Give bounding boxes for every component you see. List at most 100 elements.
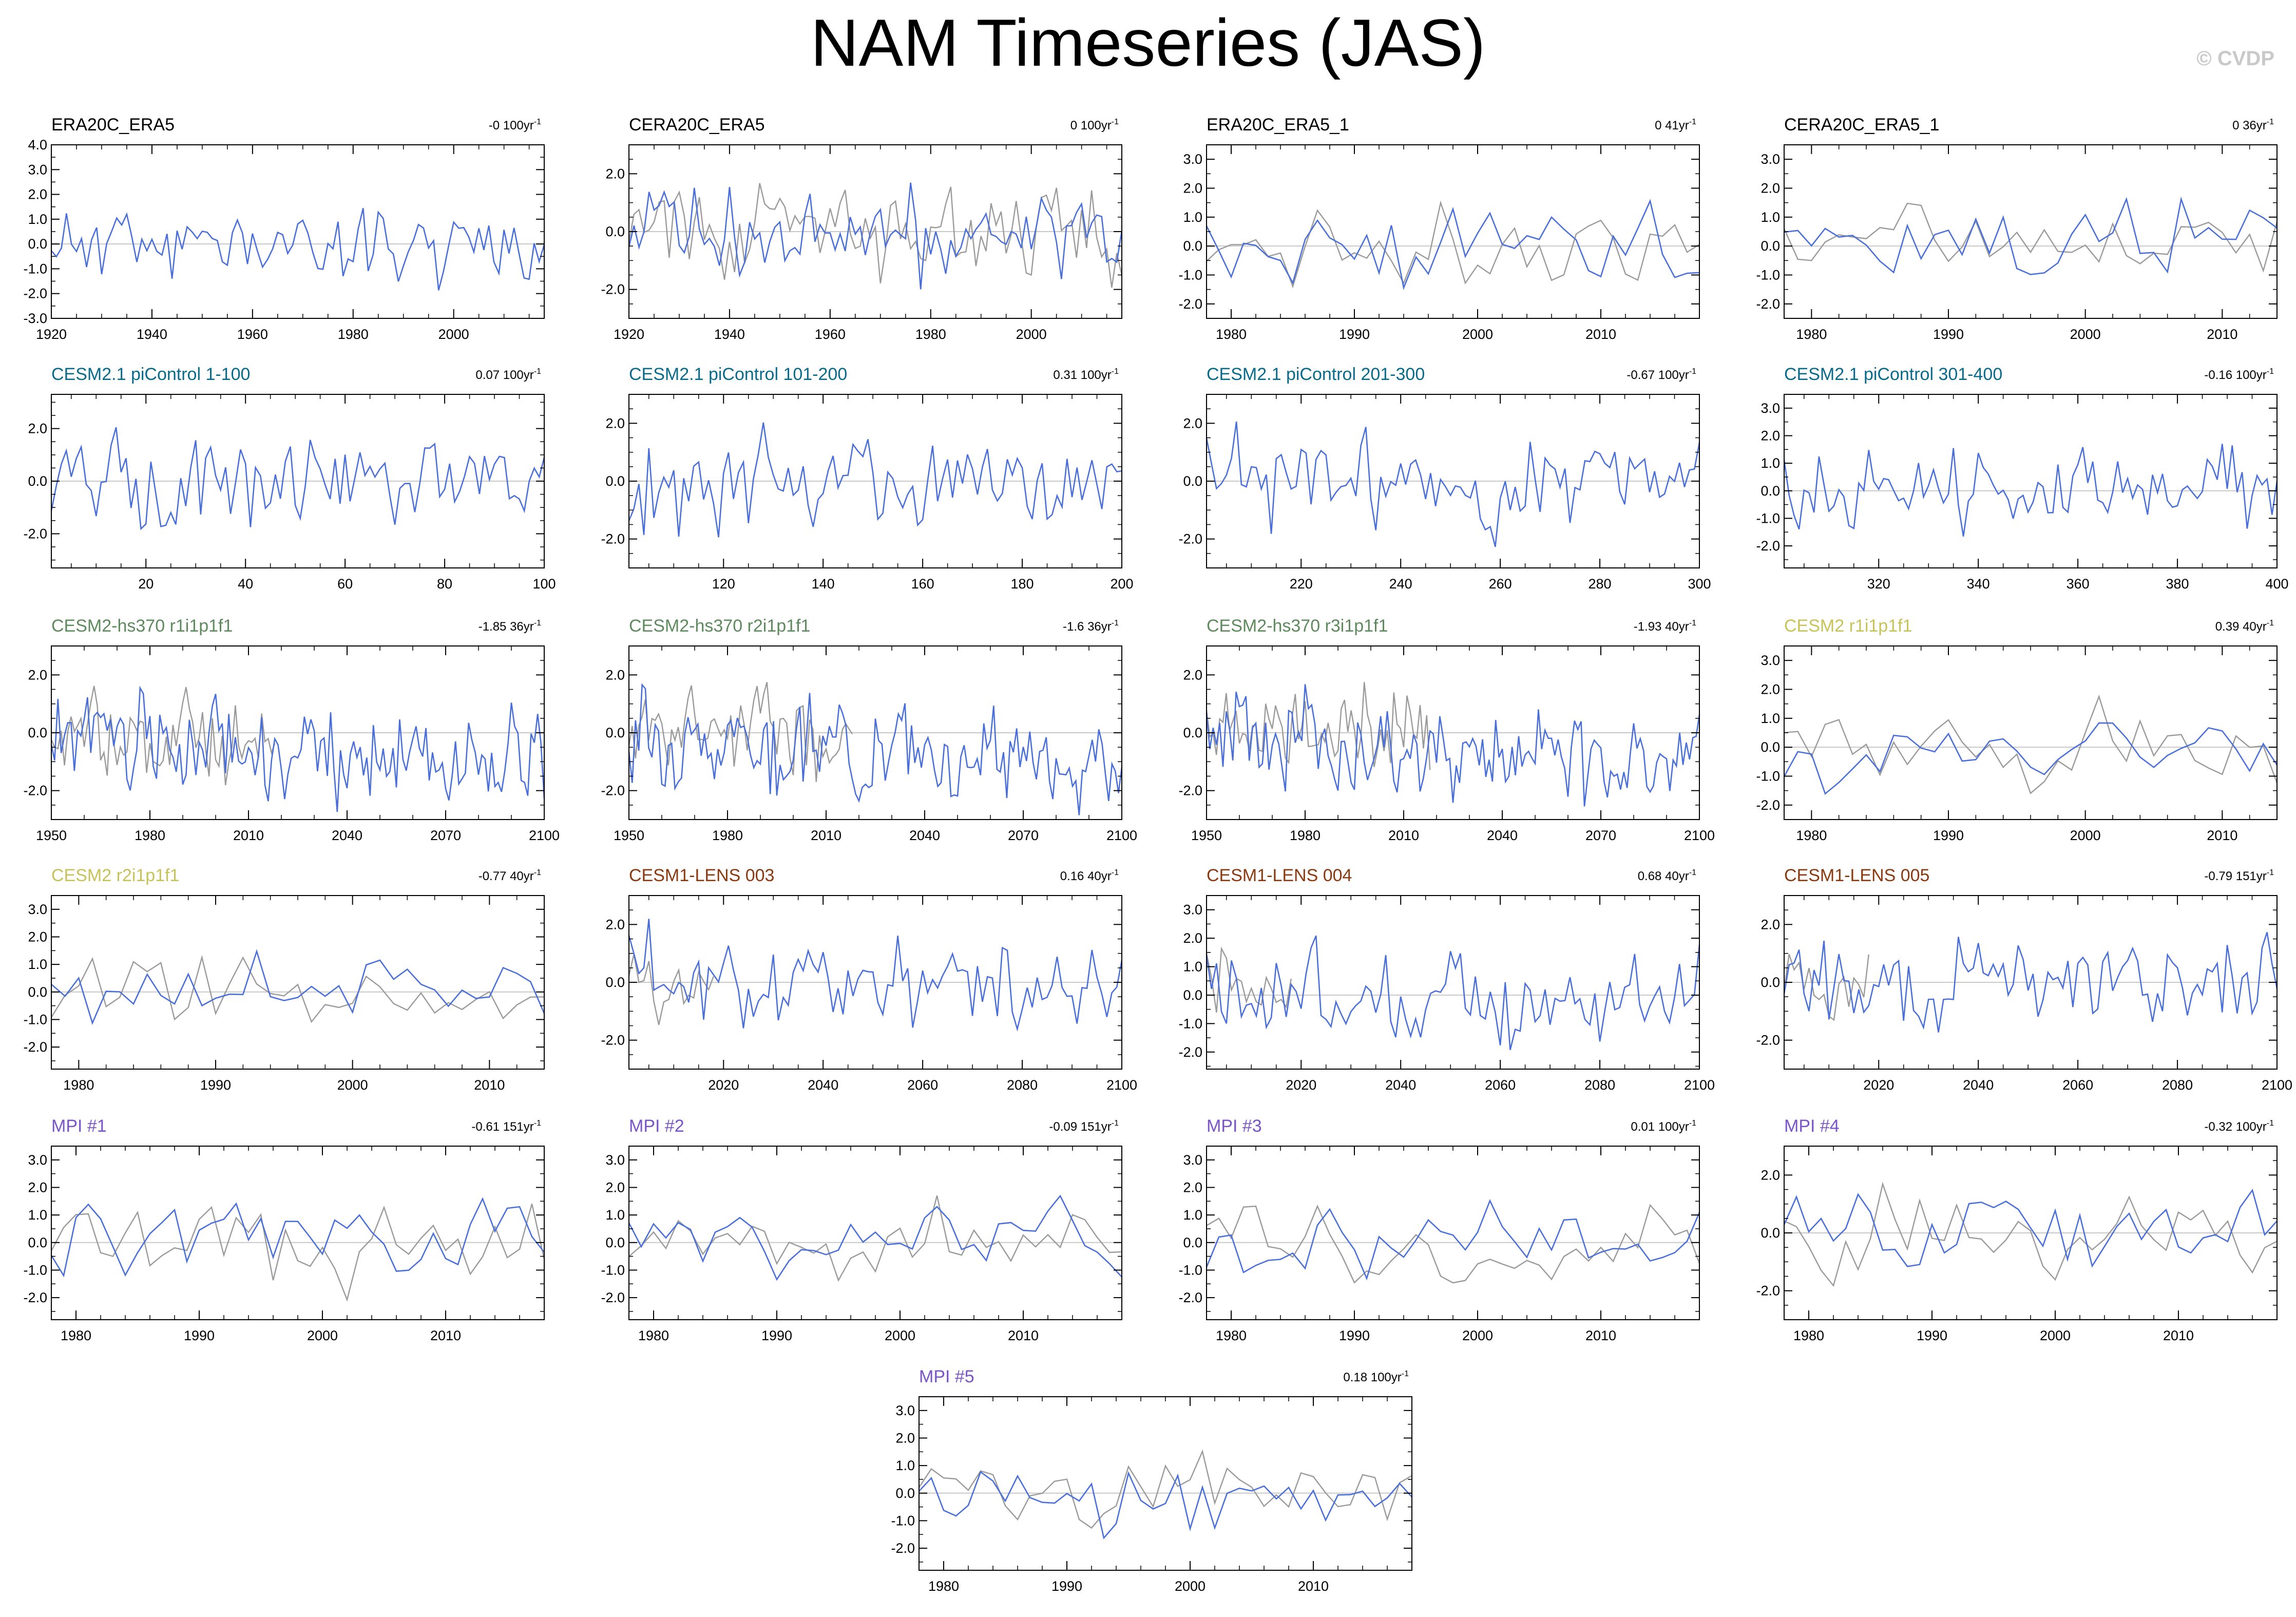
x-tick-label: 140 — [812, 576, 835, 592]
x-tick-label: 40 — [238, 576, 253, 592]
y-tick-label: 0.0 — [1761, 975, 1780, 990]
model-series-line — [628, 182, 1123, 290]
y-tick-label: 3.0 — [1183, 902, 1202, 918]
panel-title: ERA20C_ERA5 — [51, 115, 175, 135]
panel-7: CESM2.1 piControl 201-300 -0.67 100yr-1 22… — [1178, 365, 1711, 592]
panel-21: MPI #5 0.18 100yr-1 1980 1990 2000 2010 -2.0 -1… — [891, 1367, 1412, 1594]
x-tick-label: 280 — [1589, 576, 1612, 592]
trend-label: -0.77 40yr-1 — [479, 868, 541, 883]
y-tick-label: -2.0 — [1756, 1283, 1780, 1299]
y-tick-label: -2.0 — [23, 286, 47, 301]
model-series-line — [628, 683, 1123, 815]
y-tick-label: 2.0 — [605, 917, 625, 932]
y-tick-label: -2.0 — [1756, 797, 1780, 813]
trend-label: 0.18 100yr-1 — [1343, 1369, 1409, 1384]
x-tick-label: 320 — [1867, 576, 1890, 592]
panel-frame — [919, 1396, 1412, 1571]
trend-label: -0.32 100yr-1 — [2204, 1119, 2274, 1134]
x-tick-label: 1980 — [928, 1578, 959, 1594]
x-tick-label: 2100 — [1106, 828, 1137, 843]
y-tick-label: -2.0 — [1178, 1290, 1202, 1305]
panel-18: MPI #2 -0.09 151yr-1 1980 1990 2000 2010 -2.0 -… — [601, 1116, 1122, 1343]
y-tick-label: 0.0 — [605, 224, 625, 239]
y-tick-label: 0.0 — [28, 984, 47, 1000]
x-tick-label: 2070 — [1585, 828, 1616, 843]
x-tick-label: 1980 — [915, 327, 946, 342]
y-tick-label: 0.0 — [28, 725, 47, 740]
panel-title: CESM2-hs370 r1i1p1f1 — [51, 616, 233, 636]
observation-series-line — [50, 1204, 545, 1302]
panel-11: CESM2-hs370 r3i1p1f1 -1.93 40yr-1 1950 1980… — [1178, 616, 1715, 843]
x-tick-label: 2000 — [307, 1328, 338, 1343]
panel-title: MPI #2 — [629, 1116, 684, 1136]
x-tick-label: 2040 — [1487, 828, 1518, 843]
trend-label: -1.93 40yr-1 — [1634, 619, 1696, 634]
x-tick-label: 380 — [2166, 576, 2189, 592]
panel-title: CESM2.1 piControl 201-300 — [1207, 365, 1425, 384]
y-tick-label: 2.0 — [28, 929, 47, 944]
panel-6: CESM2.1 piControl 101-200 0.31 100yr-1 120… — [601, 365, 1133, 592]
x-tick-label: 2040 — [332, 828, 362, 843]
y-tick-label: -2.0 — [601, 1290, 625, 1305]
panel-title: CESM2-hs370 r2i1p1f1 — [629, 616, 810, 636]
panel-frame — [1784, 394, 2278, 568]
y-tick-label: -2.0 — [23, 1290, 47, 1305]
x-tick-label: 1920 — [36, 327, 67, 342]
y-tick-label: -2.0 — [1178, 783, 1202, 798]
trend-label: -0.16 100yr-1 — [2204, 367, 2274, 382]
y-tick-label: 2.0 — [605, 1180, 625, 1195]
y-tick-label: 2.0 — [1183, 667, 1202, 682]
x-tick-label: 20 — [138, 576, 154, 592]
panel-title: MPI #1 — [51, 1116, 107, 1136]
x-tick-label: 1990 — [1917, 1328, 1947, 1343]
y-tick-label: -1.0 — [1178, 268, 1202, 283]
y-tick-label: 2.0 — [1183, 181, 1202, 196]
page-title: NAM Timeseries (JAS) — [810, 5, 1486, 80]
panel-4: CERA20C_ERA5_1 0 36yr-1 1980 1990 2000 2010 -2… — [1756, 115, 2278, 342]
x-tick-label: 1990 — [761, 1328, 792, 1343]
y-tick-label: 3.0 — [605, 1152, 625, 1168]
x-tick-label: 1960 — [237, 327, 268, 342]
panel-frame — [1206, 144, 1700, 319]
y-tick-label: 3.0 — [895, 1403, 915, 1418]
panel-19: MPI #3 0.01 100yr-1 1980 1990 2000 2010 -2.0 -1… — [1178, 1116, 1700, 1343]
x-tick-label: 2010 — [1585, 327, 1616, 342]
x-tick-label: 60 — [337, 576, 353, 592]
observation-series-line — [1784, 694, 2278, 794]
y-tick-label: -1.0 — [1178, 1016, 1202, 1031]
y-tick-label: 3.0 — [28, 162, 47, 177]
observation-series-line — [50, 686, 276, 786]
y-tick-label: 1.0 — [1183, 1207, 1202, 1223]
x-tick-label: 300 — [1688, 576, 1711, 592]
x-tick-label: 1960 — [815, 327, 846, 342]
model-series-line — [1783, 444, 2278, 537]
observation-series-line — [1206, 946, 1292, 1013]
x-tick-label: 2060 — [907, 1077, 938, 1093]
panel-9: CESM2-hs370 r1i1p1f1 -1.85 36yr-1 1950 1980… — [23, 616, 560, 843]
model-series-line — [51, 207, 545, 291]
model-series-line — [1206, 1199, 1700, 1281]
y-tick-label: 2.0 — [1761, 1167, 1780, 1183]
x-tick-label: 2000 — [337, 1077, 368, 1093]
watermark: © CVDP — [2196, 47, 2274, 70]
panel-title: CESM2 r2i1p1f1 — [51, 866, 179, 885]
x-tick-label: 2000 — [2070, 828, 2101, 843]
x-tick-label: 2000 — [1175, 1578, 1206, 1594]
x-tick-label: 400 — [2265, 576, 2288, 592]
panel-title: CESM2-hs370 r3i1p1f1 — [1207, 616, 1388, 636]
y-tick-label: 1.0 — [28, 212, 47, 227]
x-tick-label: 2060 — [1485, 1077, 1516, 1093]
x-tick-label: 2000 — [1016, 327, 1047, 342]
model-series-line — [1783, 722, 2278, 795]
y-tick-label: 1.0 — [28, 1207, 47, 1223]
panel-title: MPI #3 — [1207, 1116, 1262, 1136]
x-tick-label: 2000 — [1462, 1328, 1493, 1343]
x-tick-label: 1950 — [1191, 828, 1222, 843]
x-tick-label: 1940 — [714, 327, 745, 342]
panel-8: CESM2.1 piControl 301-400 -0.16 100yr-1 32… — [1756, 365, 2288, 592]
y-tick-label: -2.0 — [23, 1039, 47, 1055]
x-tick-label: 2000 — [2070, 327, 2101, 342]
panel-title: CESM2 r1i1p1f1 — [1784, 616, 1912, 636]
y-tick-label: -2.0 — [1178, 1044, 1202, 1060]
